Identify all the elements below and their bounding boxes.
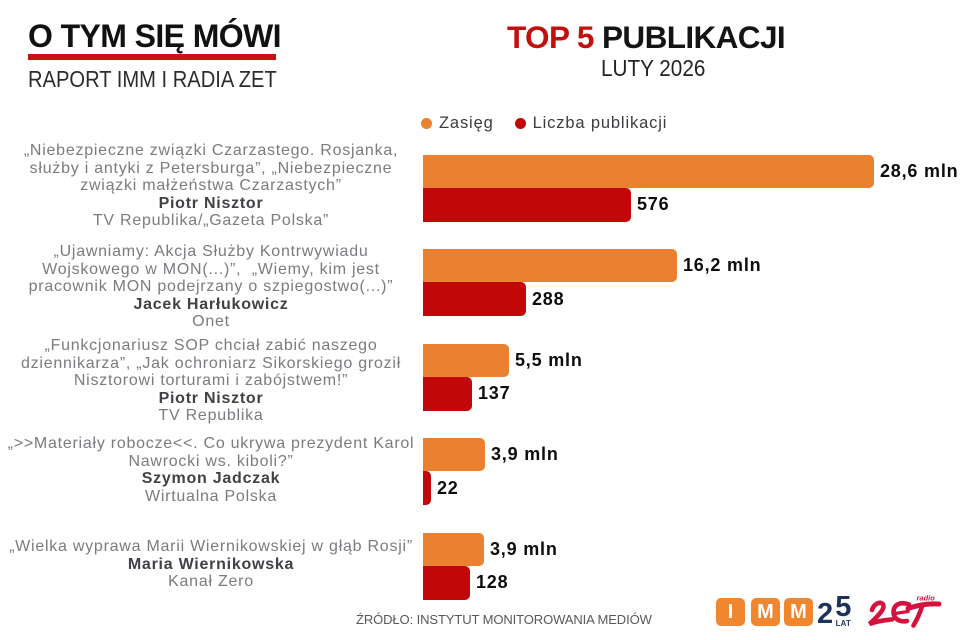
svg-text:radio: radio (917, 594, 936, 603)
